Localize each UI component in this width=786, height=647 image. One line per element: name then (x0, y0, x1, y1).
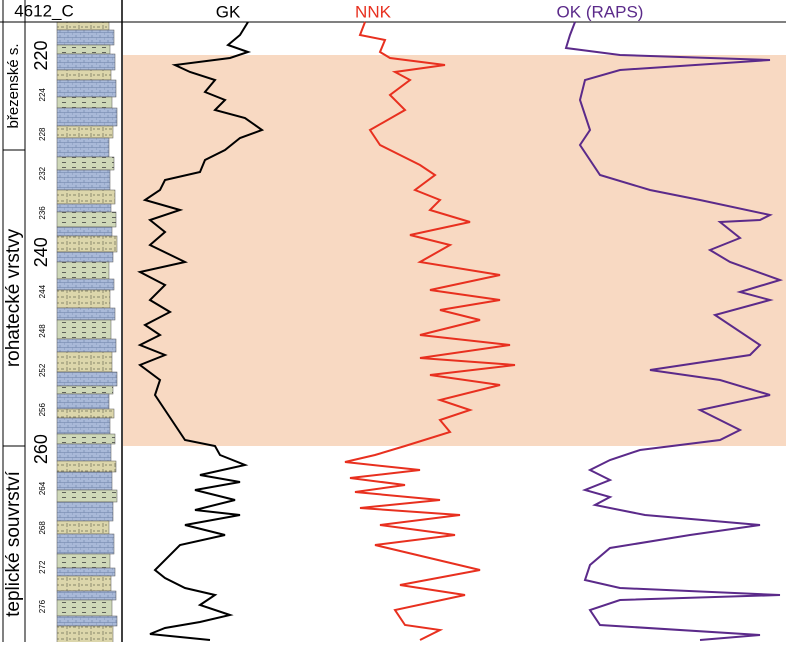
lithology-layer (56, 520, 110, 535)
lithology-layer (56, 261, 110, 280)
lithology-layer (56, 385, 114, 395)
lithology-layer (56, 590, 117, 601)
lithology-layer (56, 226, 113, 237)
lithology-layer (56, 393, 110, 410)
lithology-layer (56, 156, 115, 171)
lithology-layer (56, 408, 115, 419)
curve-label: OK (RAPS) (557, 2, 644, 21)
depth-label: 244 (38, 284, 47, 298)
depth-label: 252 (38, 363, 47, 377)
lithology-layer (56, 533, 115, 555)
lithology-layer (56, 443, 112, 462)
lithology-column (56, 21, 118, 644)
depth-label: 220 (31, 40, 51, 70)
lithology-layer (56, 371, 118, 387)
lithology-layer (56, 351, 113, 373)
lithology-layer (56, 289, 111, 309)
lithology-layer (56, 460, 117, 473)
lithology-layer (56, 211, 117, 228)
lithology-layer (56, 599, 113, 617)
formation-label: březenské s. (5, 43, 22, 128)
depth-label: 264 (38, 481, 47, 495)
depth-label: 232 (38, 166, 47, 180)
lithology-layer (56, 189, 116, 205)
nnk-curve (344, 21, 516, 641)
lithology-layer (56, 278, 115, 291)
depth-label: 224 (38, 88, 47, 102)
lithology-layer (56, 338, 117, 353)
well-name: 4612_C (14, 1, 74, 20)
gk-curve (137, 21, 265, 641)
lithology-layer (56, 553, 111, 569)
depth-label: 272 (38, 560, 47, 574)
lithology-layer (56, 567, 116, 577)
depth-label: 228 (38, 127, 47, 141)
depth-label: 248 (38, 324, 47, 338)
ok-curve (564, 21, 784, 641)
lithology-layer (56, 489, 118, 503)
depth-label: 260 (31, 434, 51, 464)
lithology-layer (56, 53, 116, 71)
depth-label: 236 (38, 206, 47, 220)
lithology-layer (56, 96, 113, 109)
curve-label: GK (216, 2, 241, 21)
lithology-layer (56, 169, 111, 191)
lithology-layer (56, 615, 118, 627)
curve-label: NNK (355, 2, 392, 21)
lithology-layer (56, 203, 112, 213)
lithology-layer (56, 251, 114, 263)
lithology-layer (56, 137, 110, 158)
depth-label: 256 (38, 403, 47, 417)
depth-label: 268 (38, 521, 47, 535)
lithology-layer (56, 319, 112, 340)
lithology-layer (56, 433, 116, 445)
depth-label: 240 (31, 237, 51, 267)
lithology-layer (56, 235, 118, 253)
lithology-layer (56, 307, 116, 321)
lithology-layer (56, 501, 114, 522)
interval-band (123, 55, 786, 446)
depth-label: 276 (38, 599, 47, 613)
lithology-layer (56, 125, 114, 139)
lithology-layer (56, 107, 118, 127)
lithology-layer (56, 29, 115, 46)
lithology-layer (56, 625, 114, 644)
formation-label: rohatecké vrstvy (3, 228, 24, 367)
lithology-layer (56, 79, 117, 98)
lithology-layer (56, 44, 111, 55)
formation-label: teplické souvrství (3, 470, 24, 616)
lithology-layer (56, 575, 112, 592)
lithology-layer (56, 69, 112, 81)
lithology-layer (56, 417, 111, 435)
lithology-layer (56, 21, 110, 31)
lithology-layer (56, 471, 113, 491)
